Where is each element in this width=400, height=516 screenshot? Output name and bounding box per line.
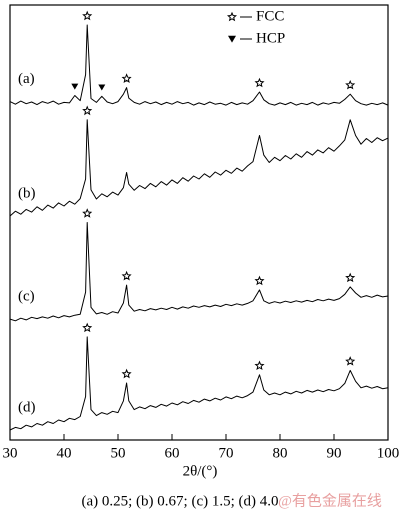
- series-line: [9, 119, 389, 217]
- fcc-marker: [82, 322, 93, 333]
- series-label: (b): [18, 185, 36, 201]
- legend-symbol: [228, 35, 236, 43]
- fcc-marker: [82, 105, 93, 116]
- series-label: (c): [18, 289, 35, 305]
- x-tick-label: 80: [273, 445, 288, 461]
- hcp-marker: [98, 84, 106, 91]
- fcc-marker: [345, 79, 356, 90]
- x-tick-label: 100: [377, 445, 400, 461]
- watermark: @有色金属在线: [278, 492, 382, 509]
- fcc-marker: [254, 77, 265, 88]
- fcc-marker: [345, 356, 356, 366]
- fcc-marker: [254, 275, 265, 286]
- legend-label: FCC: [256, 8, 284, 24]
- legend-label: HCP: [256, 30, 285, 46]
- x-tick-label: 30: [3, 445, 18, 461]
- x-axis-label: 2θ/(°): [183, 463, 218, 479]
- fcc-marker: [121, 368, 132, 379]
- fcc-marker: [121, 270, 132, 281]
- x-tick-label: 70: [219, 445, 234, 461]
- fcc-marker: [345, 272, 356, 283]
- series-line: [9, 336, 389, 431]
- fcc-marker: [254, 360, 265, 371]
- series-label: (a): [18, 71, 35, 87]
- plot-frame: [9, 4, 389, 441]
- hcp-marker: [71, 83, 79, 90]
- x-tick-label: 40: [57, 445, 72, 461]
- x-tick-label: 90: [327, 445, 342, 461]
- fcc-marker: [82, 10, 93, 21]
- legend-symbol: [227, 11, 237, 22]
- fcc-marker: [121, 73, 132, 83]
- fcc-marker: [82, 208, 93, 218]
- caption: (a) 0.25; (b) 0.67; (c) 1.5; (d) 4.0: [81, 493, 278, 509]
- series-line: [9, 24, 389, 106]
- series-label: (d): [18, 399, 36, 415]
- series-line: [9, 222, 389, 322]
- x-tick-label: 50: [111, 445, 126, 461]
- x-tick-label: 60: [165, 445, 180, 461]
